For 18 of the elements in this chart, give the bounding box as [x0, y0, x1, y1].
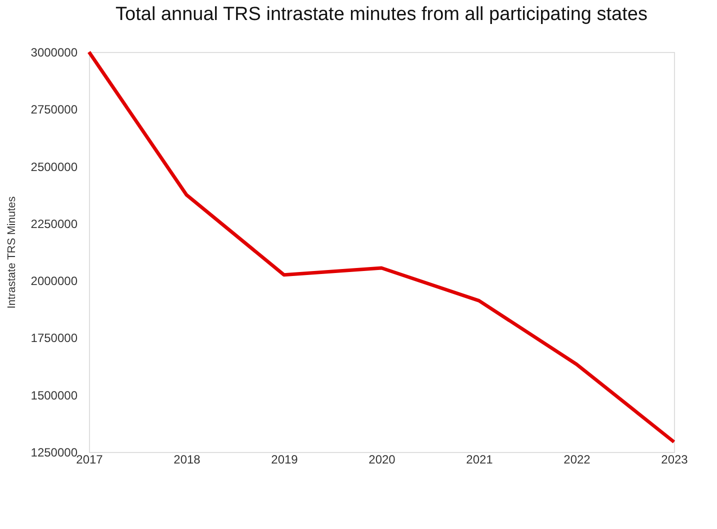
y-tick-label: 1250000 [30, 446, 78, 460]
y-tick-label: 1750000 [30, 331, 78, 346]
x-tick-label: 2023 [661, 452, 688, 466]
x-tick-label: 2017 [76, 452, 104, 466]
x-tick-label: 2022 [564, 452, 591, 466]
y-tick-label: 2500000 [30, 160, 78, 174]
y-tick-label: 2000000 [30, 274, 78, 288]
chart-title: Total annual TRS intrastate minutes from all participating states [116, 4, 648, 25]
y-axis-title: Intrastate TRS Minutes [6, 196, 18, 309]
x-tick-label: 2020 [368, 452, 396, 466]
y-tick-label: 2250000 [30, 216, 78, 231]
x-tick-label: 2018 [174, 452, 201, 466]
y-tick-label: 3000000 [30, 46, 78, 60]
x-tick-label: 2019 [271, 452, 298, 466]
x-tick-label: 2021 [466, 452, 494, 466]
y-tick-label: 1500000 [30, 388, 78, 402]
line-series [87, 50, 676, 444]
y-tick-label: 2750000 [30, 102, 78, 117]
